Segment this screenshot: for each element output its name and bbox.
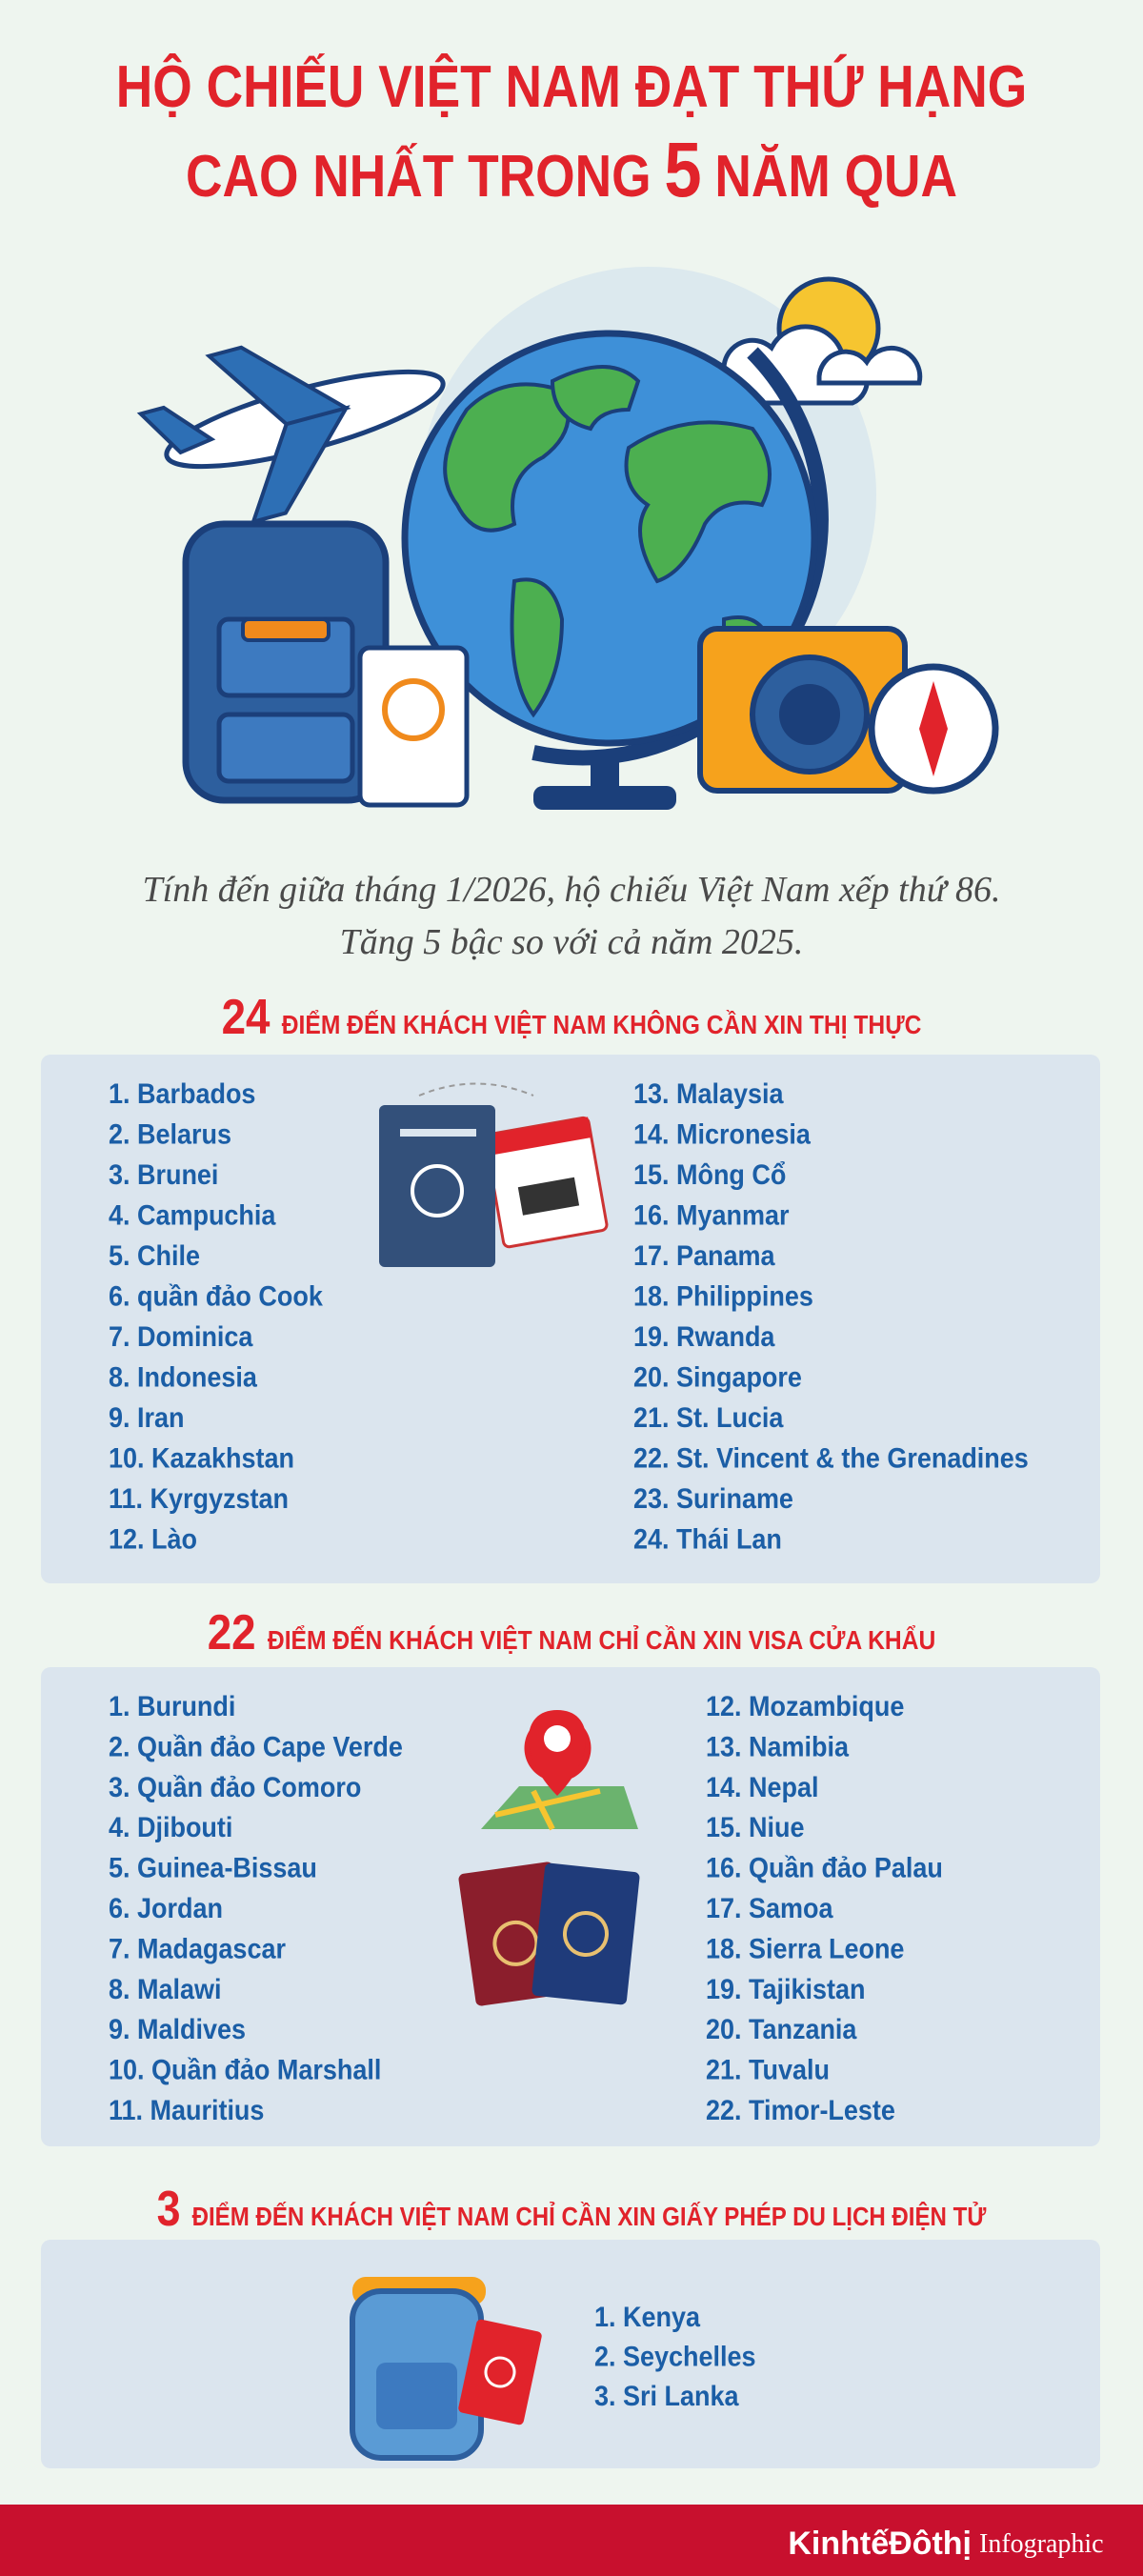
title-line-2: CAO NHẤT TRONG 5 NĂM QUA [186,127,957,213]
list-item: 20. Tanzania [706,2014,858,2046]
footer-label: Infographic [979,2529,1104,2559]
list-item: 8. Malawi [109,1974,221,2006]
section-heading: 22 ĐIỂM ĐẾN KHÁCH VIỆT NAM CHỈ CẦN XIN VI… [208,1605,936,1660]
section-heading: 3 ĐIỂM ĐẾN KHÁCH VIỆT NAM CHỈ CẦN XIN GIẤ… [157,2182,987,2237]
list-item: 3. Quần đảo Comoro [109,1772,361,1804]
section-box [41,1055,1100,1583]
section-title: ĐIỂM ĐẾN KHÁCH VIỆT NAM KHÔNG CẦN XIN TH… [282,1010,922,1040]
list-item: 19. Tajikistan [706,1974,865,2006]
list-item: 17. Samoa [706,1893,834,1925]
list-item: 21. St. Lucia [633,1402,785,1435]
list-item: 16. Quần đảo Palau [706,1852,943,1884]
list-item: 11. Mauritius [109,2095,264,2127]
list-item: 9. Iran [109,1402,184,1435]
list-item: 22. St. Vincent & the Grenadines [633,1442,1029,1475]
list-item: 3. Brunei [109,1159,218,1192]
list-item: 24. Thái Lan [633,1523,782,1556]
list-item: 2. Quần đảo Cape Verde [109,1731,403,1763]
list-item: 6. quần đảo Cook [109,1280,323,1313]
list-item: 15. Niue [706,1812,804,1844]
list-item: 4. Djibouti [109,1812,232,1844]
title-number: 5 [664,127,701,213]
backpack-icon [350,2277,542,2461]
section-heading: 24 ĐIỂM ĐẾN KHÁCH VIỆT NAM KHÔNG CẦN XIN … [222,990,922,1044]
footer-bar [0,2505,1143,2576]
list-item: 17. Panama [633,1240,776,1273]
list-item: 19. Rwanda [633,1321,776,1354]
list-item: 1. Burundi [109,1691,235,1723]
list-item: 12. Mozambique [706,1691,904,1723]
title-part: NĂM QUA [714,144,957,210]
section-count: 24 [222,990,271,1044]
list-item: 10. Quần đảo Marshall [109,2054,381,2086]
list-item: 14. Micronesia [633,1118,812,1151]
list-item: 11. Kyrgyzstan [109,1483,289,1516]
section-count: 3 [157,2182,181,2237]
list-item: 23. Suriname [633,1483,793,1516]
list-item: 22. Timor-Leste [706,2095,895,2127]
map-icon [458,1710,640,2006]
list-item: 1. Kenya [594,2302,701,2334]
list-item: 3. Sri Lanka [594,2381,740,2413]
list-item: 2. Belarus [109,1118,231,1151]
list-item: 7. Dominica [109,1321,253,1354]
list-item: 8. Indonesia [109,1361,258,1394]
list-item: 4. Campuchia [109,1199,276,1232]
section-box [41,2240,1100,2468]
list-item: 20. Singapore [633,1361,802,1394]
footer-brand: KinhtếĐôthị [788,2526,972,2562]
list-item: 13. Malaysia [633,1078,785,1111]
list-item: 2. Seychelles [594,2341,755,2373]
list-item: 6. Jordan [109,1893,223,1925]
list-item: 7. Madagascar [109,1933,286,1965]
section-title: ĐIỂM ĐẾN KHÁCH VIỆT NAM CHỈ CẦN XIN GIẤY… [192,2201,987,2231]
list-item: 15. Mông Cổ [633,1159,786,1192]
list-item: 12. Lào [109,1523,197,1556]
list-item: 1. Barbados [109,1078,255,1111]
section-title: ĐIỂM ĐẾN KHÁCH VIỆT NAM CHỈ CẦN XIN VISA… [268,1625,935,1656]
list-item: 5. Chile [109,1240,200,1273]
title-line-1: HỘ CHIẾU VIỆT NAM ĐẠT THỨ HẠNG [116,53,1027,120]
list-item: 13. Namibia [706,1731,850,1763]
illustration [136,267,999,810]
list-item: 21. Tuvalu [706,2054,830,2086]
title-part: CAO NHẤT TRONG [186,143,652,210]
list-item: 14. Nepal [706,1772,818,1804]
list-item: 9. Maldives [109,2014,246,2046]
list-item: 18. Sierra Leone [706,1933,904,1965]
list-item: 16. Myanmar [633,1199,789,1232]
passport-icon [379,1082,609,1267]
intro-line: Tăng 5 bậc so với cả năm 2025. [340,922,804,962]
intro-line: Tính đến giữa tháng 1/2026, hộ chiếu Việ… [143,870,1001,910]
list-item: 5. Guinea-Bissau [109,1852,317,1884]
list-item: 10. Kazakhstan [109,1442,294,1475]
list-item: 18. Philippines [633,1280,813,1313]
section-count: 22 [208,1605,256,1660]
